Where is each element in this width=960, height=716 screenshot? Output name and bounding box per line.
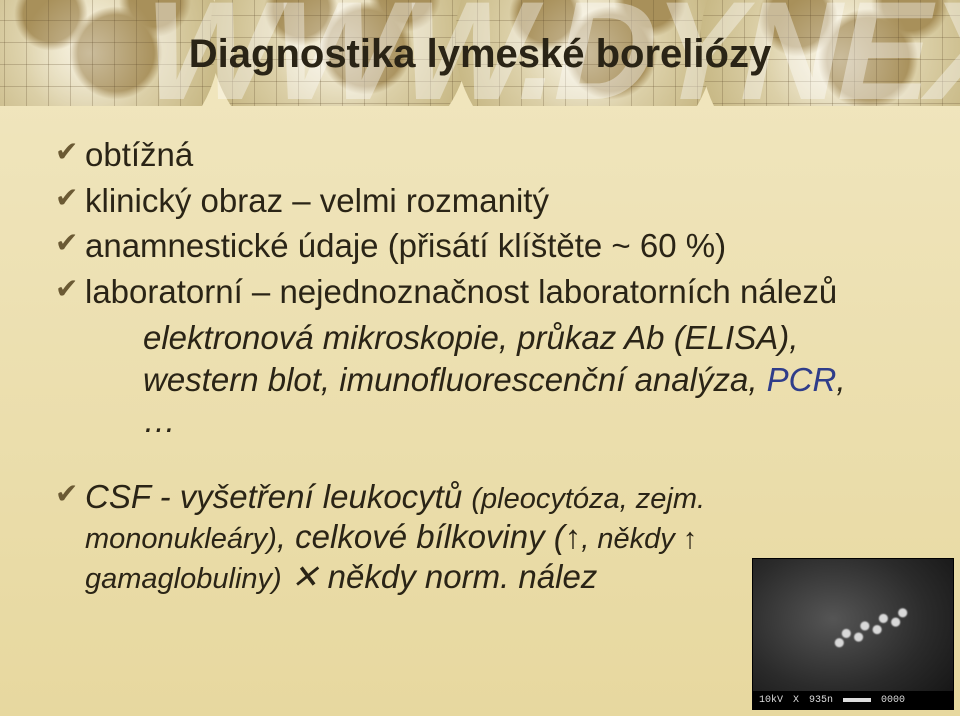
bullet-row: ✔ laboratorní – nejednoznačnost laborato… xyxy=(55,272,875,312)
content-area: ✔ obtížná ✔ klinický obraz – velmi rozma… xyxy=(55,135,875,603)
em-kv: 10kV xyxy=(759,695,783,706)
em-mag: X xyxy=(793,695,799,706)
check-bullet-icon: ✔ xyxy=(55,477,85,510)
up-arrow-icon: ↑ xyxy=(683,523,698,555)
slide: WWW.DYNEX.cz Diagnostika lymeské borelió… xyxy=(0,0,960,716)
spirochete-shape xyxy=(829,602,918,658)
csf-part: , celkové bílkoviny ( xyxy=(277,518,565,555)
check-bullet-icon: ✔ xyxy=(55,272,85,305)
em-scale: 935n xyxy=(809,695,833,706)
sub-text: elektronová mikroskopie, průkaz Ab (ELIS… xyxy=(143,319,798,397)
csf-part: gamaglobuliny) xyxy=(85,563,282,595)
bullet-row: ✔ obtížná xyxy=(55,135,875,175)
bullet-text: anamnestické údaje (přisátí klíštěte ~ 6… xyxy=(85,226,726,266)
slide-title: Diagnostika lymeské boreliózy xyxy=(0,32,960,77)
up-arrow-icon: ↑ xyxy=(565,518,582,555)
bullet-row: ✔ klinický obraz – velmi rozmanitý xyxy=(55,181,875,221)
bullet-text: klinický obraz – velmi rozmanitý xyxy=(85,181,549,221)
bullet-row: ✔ anamnestické údaje (přisátí klíštěte ~… xyxy=(55,226,875,266)
sub-bullet: elektronová mikroskopie, průkaz Ab (ELIS… xyxy=(143,317,875,441)
pcr-text: PCR xyxy=(767,361,837,398)
scale-bar-icon xyxy=(843,698,871,702)
check-bullet-icon: ✔ xyxy=(55,135,85,168)
em-info-bar: 10kV X 935n 0000 xyxy=(753,691,953,709)
electron-microscope-image: 10kV X 935n 0000 xyxy=(752,558,954,710)
times-icon: ✕ xyxy=(282,558,328,595)
check-bullet-icon: ✔ xyxy=(55,181,85,214)
csf-part: CSF - vyšetření leukocytů xyxy=(85,478,471,515)
check-bullet-icon: ✔ xyxy=(55,226,85,259)
csf-part: , někdy xyxy=(581,523,683,555)
csf-part: někdy norm. nález xyxy=(328,558,598,595)
bullet-text: obtížná xyxy=(85,135,193,175)
bullet-text: laboratorní – nejednoznačnost laboratorn… xyxy=(85,272,837,312)
em-id: 0000 xyxy=(881,695,905,706)
spacer xyxy=(55,447,875,477)
